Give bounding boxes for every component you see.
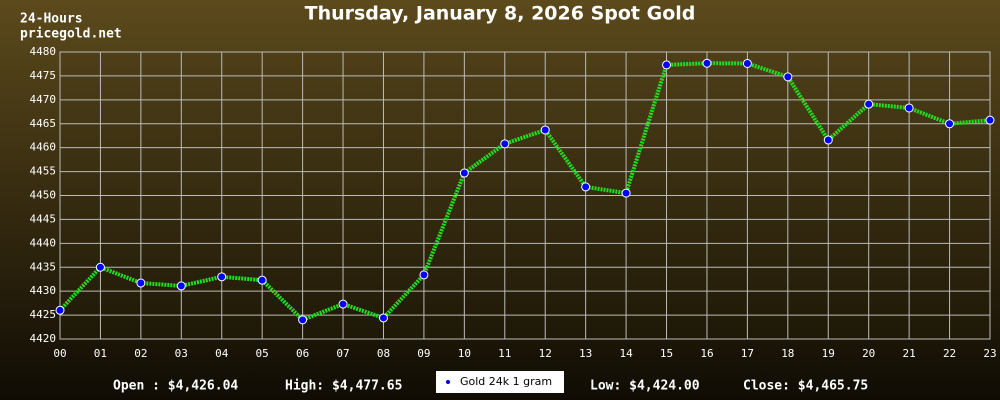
data-point [783,72,793,82]
data-point [95,262,105,272]
data-point [662,60,672,70]
y-tick-label: 4435 [30,260,57,273]
chart-title: Thursday, January 8, 2026 Spot Gold [305,3,696,25]
y-tick-label: 4450 [30,189,57,202]
y-tick-label: 4430 [30,284,57,297]
data-point [540,125,550,135]
x-tick-label: 02 [134,347,147,360]
x-tick-label: 11 [498,347,511,360]
legend-marker [446,380,450,384]
data-point [419,270,429,280]
data-point [500,139,510,149]
stat-text: Low: $4,424.00 [590,379,700,394]
x-tick-label: 16 [700,347,713,360]
stat-text: Close: $4,465.75 [743,379,868,394]
data-point [621,188,631,198]
data-point [55,305,65,315]
y-tick-label: 4475 [30,69,57,82]
data-point [823,135,833,145]
x-tick-label: 20 [862,347,875,360]
x-tick-label: 18 [781,347,794,360]
x-tick-label: 04 [215,347,229,360]
x-tick-label: 23 [983,347,996,360]
x-tick-label: 10 [458,347,471,360]
data-point [378,313,388,323]
corner-text: pricegold.net [20,27,122,42]
data-point [581,182,591,192]
x-tick-label: 01 [94,347,107,360]
y-tick-label: 4440 [30,236,57,249]
x-tick-label: 07 [336,347,349,360]
data-point [257,275,267,285]
data-point [904,103,914,113]
y-tick-label: 4465 [30,117,57,130]
x-tick-label: 12 [539,347,552,360]
stat-text: High: $4,477.65 [285,379,402,394]
stat-text: Open : $4,426.04 [113,379,238,394]
x-tick-label: 17 [741,347,754,360]
x-tick-label: 15 [660,347,673,360]
series-line [58,61,991,323]
data-point [985,115,995,125]
x-tick-label: 19 [822,347,835,360]
x-tick-label: 09 [417,347,430,360]
x-tick-label: 13 [579,347,592,360]
y-tick-label: 4425 [30,308,57,321]
x-tick-label: 00 [53,347,66,360]
x-tick-label: 03 [175,347,188,360]
legend-box [436,371,564,393]
data-point [338,299,348,309]
data-point [136,278,146,288]
data-point [217,272,227,282]
x-tick-label: 22 [943,347,956,360]
y-tick-label: 4480 [30,45,57,58]
x-tick-label: 08 [377,347,390,360]
y-tick-label: 4445 [30,212,57,225]
data-point [176,281,186,291]
corner-text: 24-Hours [20,12,83,27]
x-tick-label: 06 [296,347,309,360]
x-tick-label: 21 [903,347,916,360]
y-tick-label: 4455 [30,165,57,178]
y-tick-label: 4420 [30,332,57,345]
data-point [702,58,712,68]
data-point [742,58,752,68]
data-point [864,99,874,109]
y-tick-label: 4460 [30,141,57,154]
data-point [298,315,308,325]
y-tick-label: 4470 [30,93,57,106]
legend-text: Gold 24k 1 gram [460,375,552,388]
x-tick-label: 14 [619,347,633,360]
x-tick-label: 05 [256,347,269,360]
data-point [945,119,955,129]
data-point [459,168,469,178]
